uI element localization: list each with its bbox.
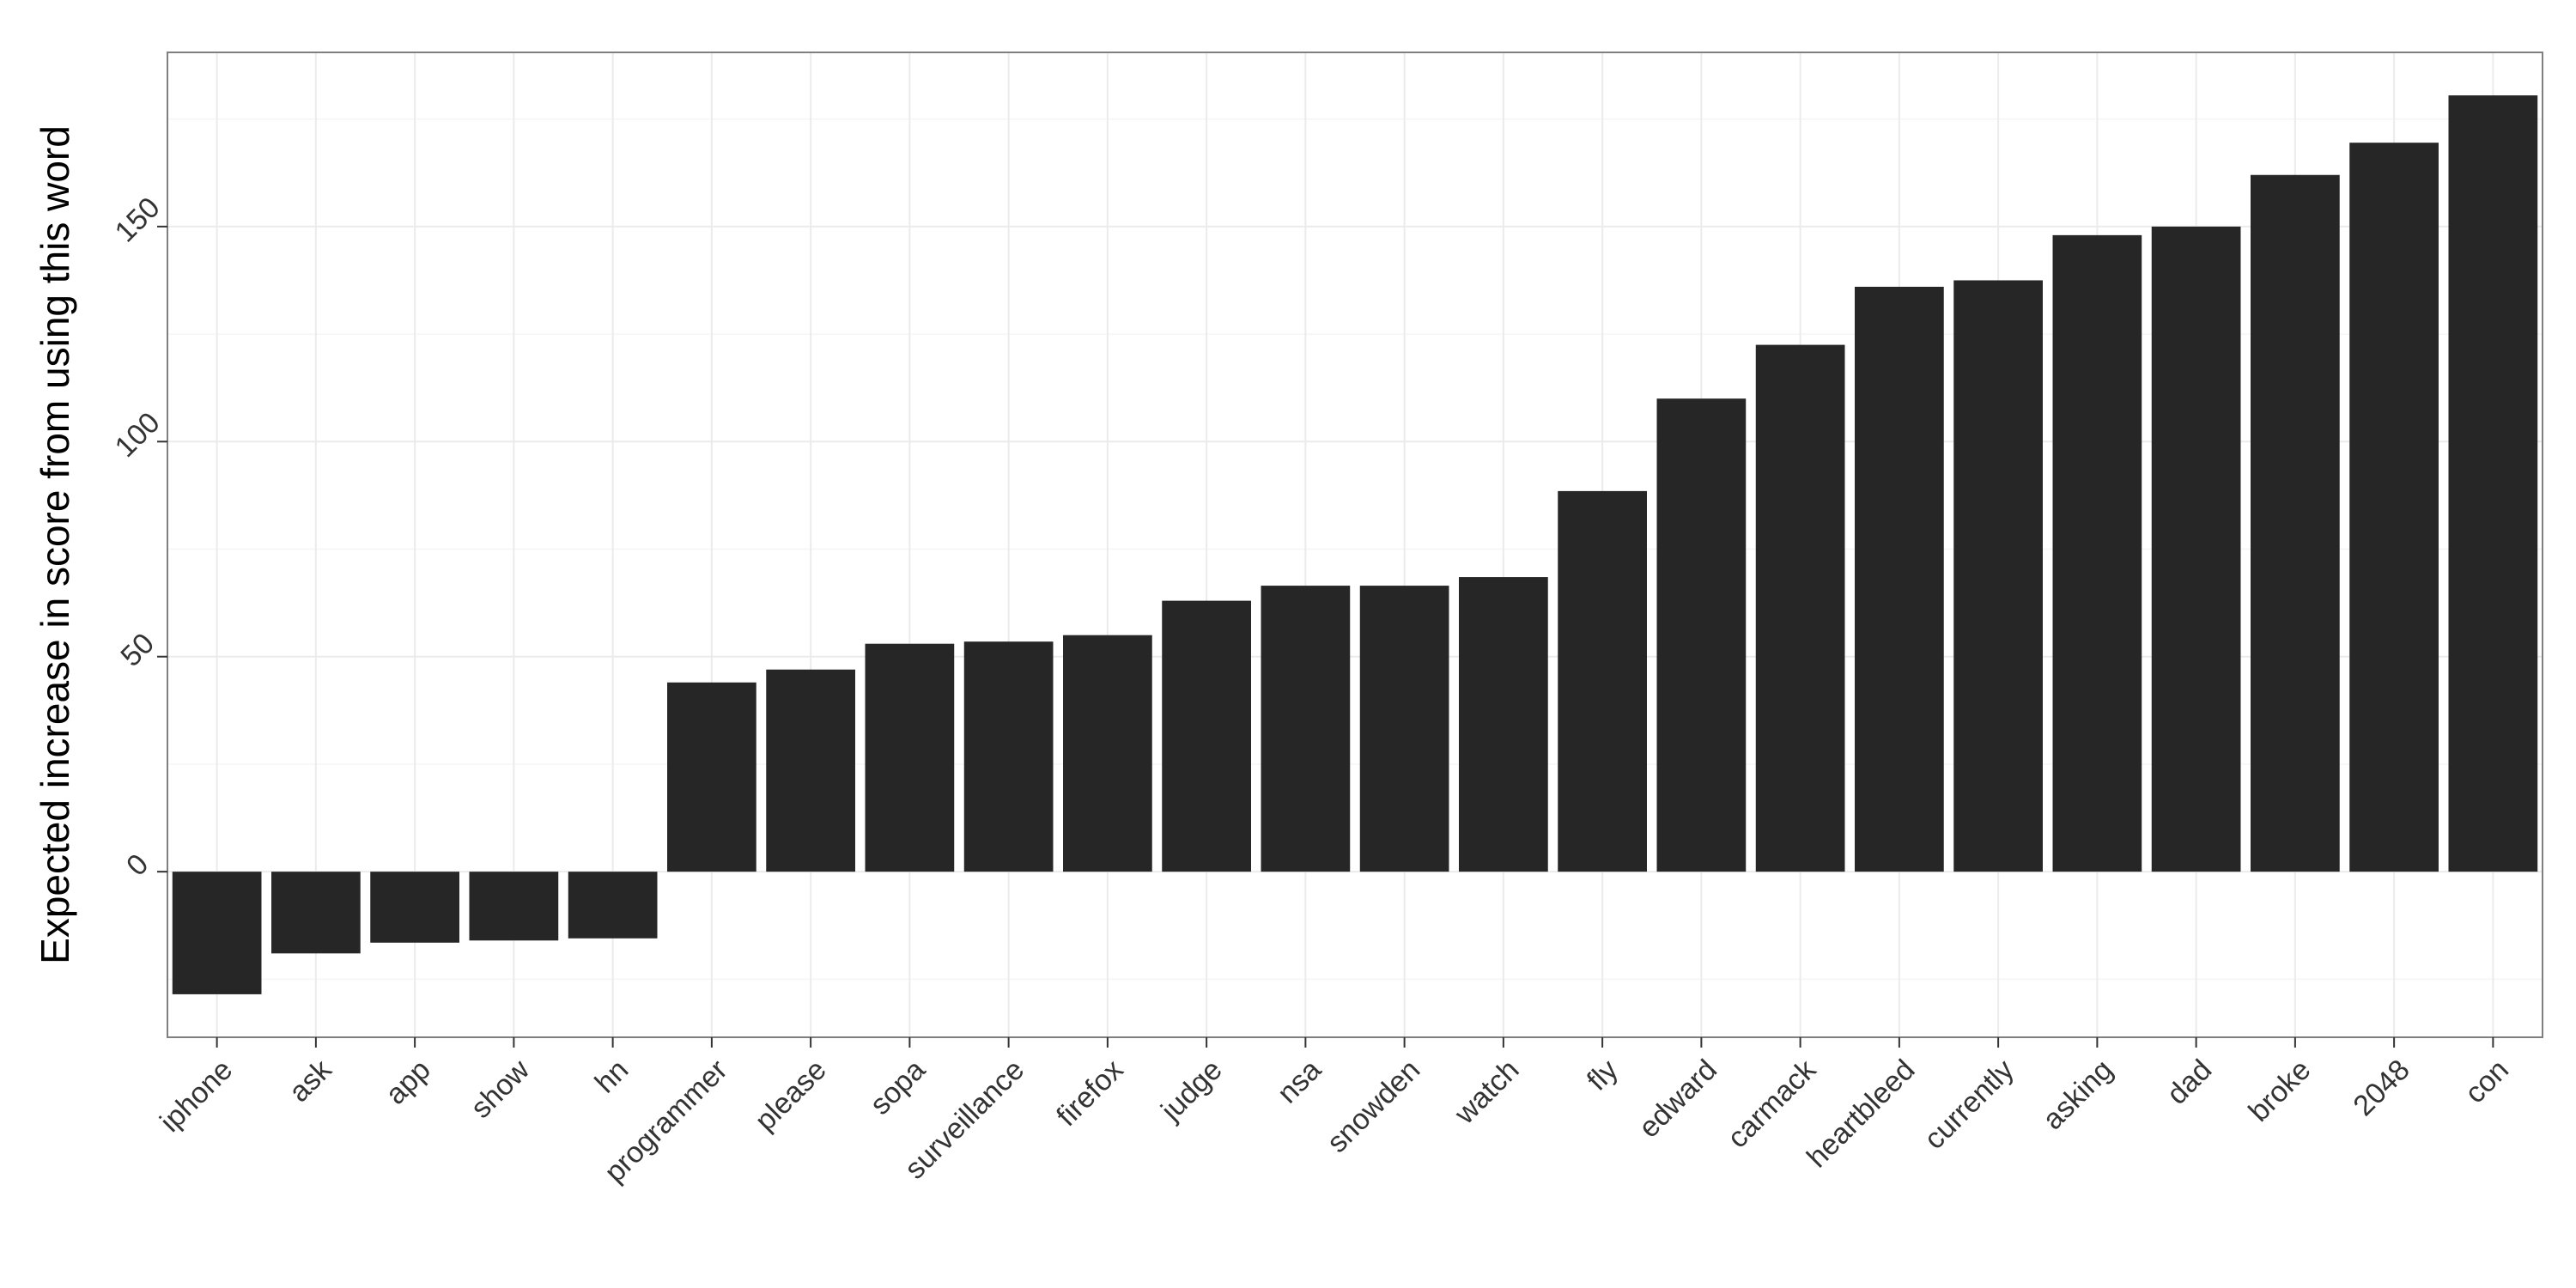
bar-broke [2251, 174, 2340, 872]
x-tick-label: fly [1581, 1054, 1625, 1097]
x-tick-label: sopa [864, 1054, 932, 1121]
bar-2048 [2349, 143, 2439, 872]
bar-watch [1459, 577, 1548, 872]
x-tick-label: iphone [154, 1054, 239, 1139]
y-axis-title: Expected increase in score from using th… [33, 125, 77, 964]
bar-snowden [1359, 586, 1449, 872]
bars [172, 95, 2538, 994]
x-tick-label: nsa [1271, 1054, 1327, 1110]
bar-dad [2151, 226, 2241, 872]
bar-hn [568, 872, 658, 939]
bar-nsa [1261, 586, 1351, 872]
y-axis-ticks: 0 50 100 150 [109, 191, 167, 883]
bar-fly [1558, 490, 1647, 872]
bar-heartbleed [1855, 286, 1944, 872]
x-tick-label: currently [1918, 1054, 2020, 1156]
x-tick-label: watch [1448, 1054, 1525, 1131]
x-tick-label: hn [589, 1054, 635, 1100]
x-tick-label: con [2458, 1054, 2515, 1110]
bar-please [766, 669, 855, 872]
y-tick-label: 100 [109, 406, 167, 464]
bar-con [2448, 95, 2538, 872]
x-tick-label: app [380, 1054, 437, 1111]
x-tick-label: broke [2243, 1054, 2318, 1128]
bar-sopa [865, 643, 955, 872]
x-tick-label: firefox [1050, 1054, 1129, 1133]
y-tick-label: 0 [120, 848, 155, 882]
x-tick-label: please [749, 1054, 833, 1138]
y-tick-label: 150 [109, 191, 167, 249]
bar-currently [1953, 280, 2043, 872]
x-tick-label: ask [283, 1053, 338, 1109]
bar-app [370, 872, 459, 943]
y-tick-label: 50 [114, 627, 161, 673]
bar-ask [271, 872, 361, 954]
x-tick-label: dad [2160, 1054, 2218, 1111]
bar-carmack [1755, 344, 1845, 872]
x-tick-label: heartbleed [1801, 1054, 1921, 1174]
x-tick-label: 2048 [2347, 1054, 2415, 1122]
x-tick-label: asking [2037, 1054, 2119, 1136]
panel-border [167, 52, 2543, 1038]
bar-programmer [667, 682, 756, 872]
x-tick-label: edward [1632, 1054, 1723, 1145]
bar-asking [2052, 234, 2142, 872]
x-tick-label: show [465, 1053, 536, 1124]
x-tick-label: carmack [1722, 1053, 1823, 1154]
bar-surveillance [963, 641, 1054, 872]
bar-firefox [1063, 635, 1152, 872]
x-tick-label: judge [1154, 1054, 1228, 1127]
bar-edward [1656, 398, 1747, 872]
x-tick-label: snowden [1321, 1054, 1426, 1159]
bar-show [469, 872, 559, 941]
bar-judge [1162, 600, 1251, 872]
bar-iphone [172, 872, 262, 994]
